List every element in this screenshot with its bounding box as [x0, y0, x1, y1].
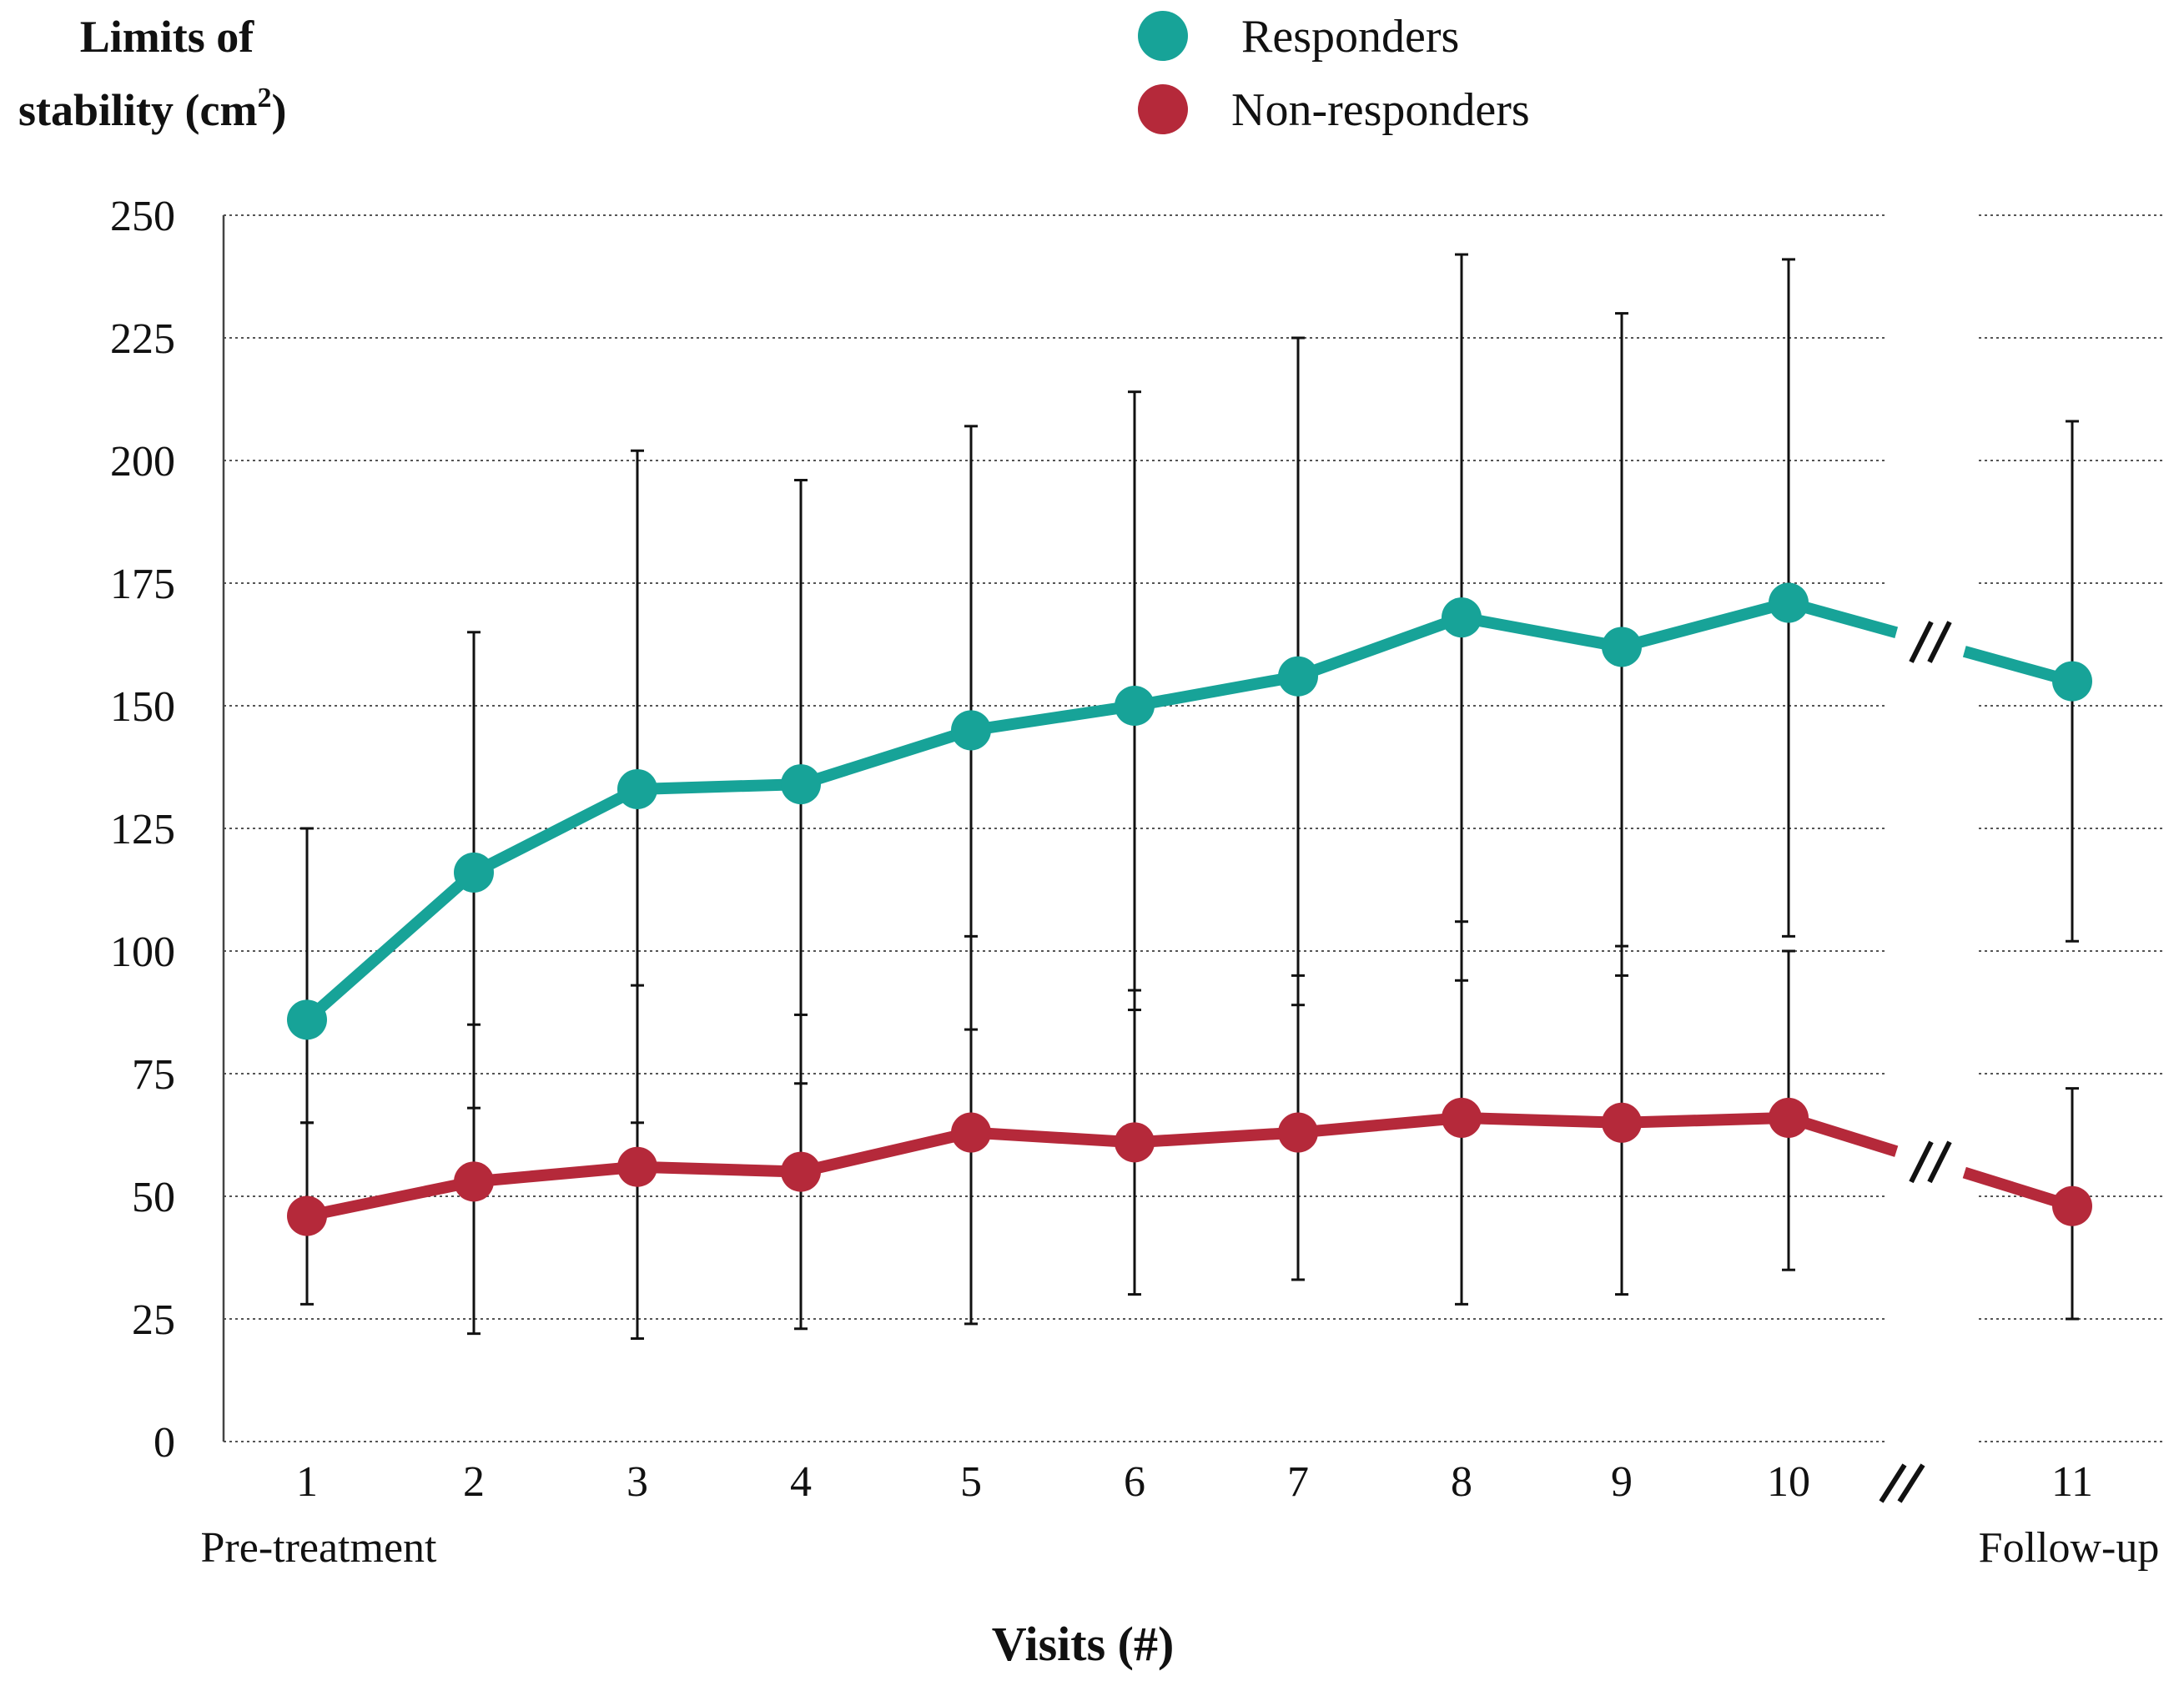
- y-tick-label: 225: [110, 315, 175, 363]
- y-tick-label: 150: [110, 683, 175, 731]
- line-break-mark: [1909, 621, 1934, 663]
- data-point-responders: [454, 852, 494, 893]
- axis-break-mark: [1879, 1463, 1907, 1503]
- data-point-responders: [1278, 656, 1318, 697]
- y-tick-label: 175: [110, 561, 175, 608]
- legend-marker-non-responders: [1138, 84, 1188, 134]
- x-sublabel-follow-up: Follow-up: [1979, 1524, 2160, 1572]
- legend: Responders Non-responders: [1138, 11, 1530, 136]
- y-tick-label: 250: [110, 193, 175, 240]
- data-point-responders: [287, 999, 327, 1040]
- data-point-responders: [1115, 686, 1155, 726]
- y-axis-title-superscript: 2: [257, 83, 271, 113]
- data-point-responders: [1602, 627, 1642, 667]
- data-point-responders: [781, 764, 821, 805]
- x-tick-label: 2: [463, 1458, 485, 1506]
- data-point-non-responders: [1602, 1102, 1642, 1143]
- data-point-non-responders: [454, 1161, 494, 1202]
- x-tick-labels: 1 2 3 4 5 6 7 8 9 10 11: [296, 1458, 2093, 1506]
- y-axis-title-line2: stability (cm2): [18, 83, 286, 135]
- legend-label-responders: Responders: [1241, 11, 1459, 63]
- data-point-responders: [951, 710, 991, 751]
- y-tick-label: 100: [110, 929, 175, 976]
- data-point-non-responders: [1115, 1122, 1155, 1163]
- y-tick-labels: 0 25 50 75 100 125 150 175 200 225 250: [110, 193, 175, 1467]
- data-point-non-responders: [951, 1112, 991, 1153]
- axis-breaks: [1879, 621, 1952, 1503]
- data-point-responders: [1769, 582, 1809, 623]
- y-axis-title-main: stability (cm: [18, 85, 257, 135]
- x-tick-label: 10: [1767, 1458, 1810, 1506]
- x-axis-title: Visits (#): [992, 1617, 1175, 1671]
- data-point-non-responders: [617, 1146, 657, 1187]
- y-tick-label: 75: [132, 1051, 175, 1099]
- data-point-responders: [617, 768, 657, 809]
- x-tick-label: 4: [790, 1458, 812, 1506]
- y-tick-label: 200: [110, 438, 175, 486]
- data-point-non-responders: [1769, 1097, 1809, 1138]
- y-axis-title-line1: Limits of: [80, 12, 255, 62]
- x-tick-label: 5: [960, 1458, 982, 1506]
- line-break-mark: [1927, 1140, 1952, 1184]
- y-tick-label: 125: [110, 806, 175, 853]
- data-point-non-responders: [1442, 1097, 1482, 1138]
- grid: [224, 214, 2166, 1442]
- x-tick-label: 3: [627, 1458, 648, 1506]
- x-tick-label: 11: [2051, 1458, 2093, 1506]
- line-break-mark: [1909, 1140, 1934, 1184]
- x-tick-label: 1: [296, 1458, 318, 1506]
- y-tick-label: 50: [132, 1174, 175, 1221]
- series-line-responders: [303, 596, 1790, 1024]
- data-point-responders: [2052, 661, 2092, 702]
- data-point-non-responders: [781, 1151, 821, 1192]
- data-point-non-responders: [2052, 1185, 2092, 1226]
- data-point-responders: [1442, 597, 1482, 638]
- series-line-non-responders: [305, 1111, 1789, 1222]
- x-tick-label: 7: [1287, 1458, 1309, 1506]
- data-point-non-responders: [287, 1195, 327, 1236]
- legend-label-non-responders: Non-responders: [1231, 84, 1530, 136]
- line-break-mark: [1927, 621, 1952, 663]
- x-sublabel-pre-treatment: Pre-treatment: [201, 1524, 438, 1572]
- x-tick-label: 8: [1451, 1458, 1472, 1506]
- legend-marker-responders: [1138, 11, 1188, 61]
- axis-break-mark: [1897, 1463, 1925, 1503]
- x-tick-label: 6: [1124, 1458, 1145, 1506]
- y-axis-title-close: ): [271, 85, 286, 135]
- data-point-non-responders: [1278, 1112, 1318, 1153]
- x-tick-label: 9: [1611, 1458, 1633, 1506]
- y-tick-label: 25: [132, 1296, 175, 1344]
- y-tick-label: 0: [153, 1419, 175, 1467]
- data-points: [287, 582, 2092, 1236]
